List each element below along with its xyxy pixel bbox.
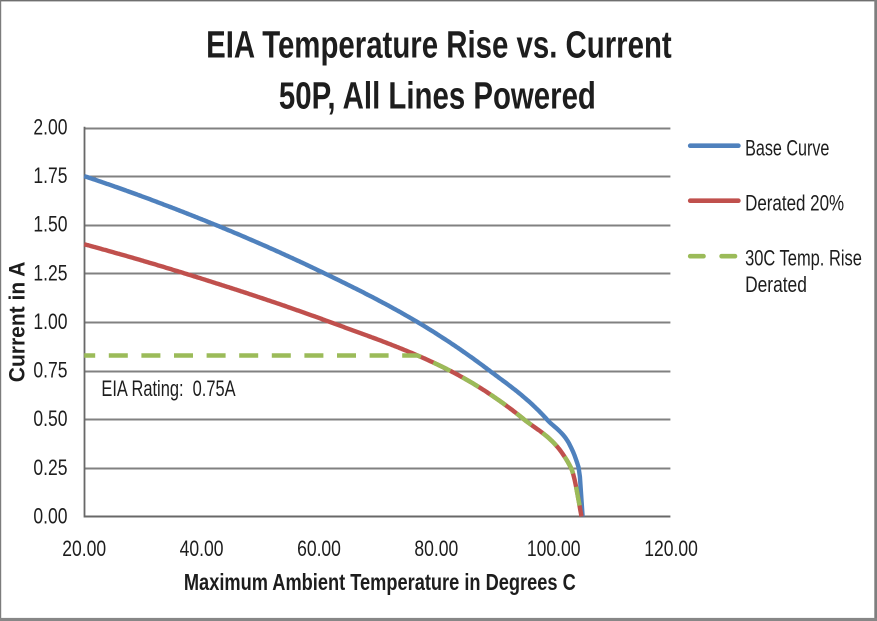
svg-text:50P, All Lines Powered: 50P, All Lines Powered — [279, 75, 596, 117]
svg-text:120.00: 120.00 — [644, 537, 698, 561]
svg-text:30C Temp. Rise: 30C Temp. Rise — [745, 246, 862, 271]
svg-text:1.00: 1.00 — [33, 310, 67, 334]
svg-text:1.50: 1.50 — [33, 213, 67, 237]
svg-text:40.00: 40.00 — [180, 537, 224, 561]
svg-text:Current in A: Current in A — [5, 262, 30, 383]
svg-text:Maximum Ambient Temperature in: Maximum Ambient Temperature in Degrees C — [184, 570, 576, 595]
svg-text:Base Curve: Base Curve — [745, 137, 829, 161]
svg-text:2.00: 2.00 — [33, 116, 67, 140]
svg-text:EIA Temperature Rise vs. Curre: EIA Temperature Rise vs. Current — [206, 24, 672, 66]
svg-text:1.75: 1.75 — [33, 164, 67, 188]
svg-text:0.50: 0.50 — [33, 407, 67, 431]
svg-text:100.00: 100.00 — [527, 537, 581, 561]
svg-text:Derated 20%: Derated 20% — [745, 191, 844, 216]
svg-text:0.75: 0.75 — [33, 359, 67, 383]
svg-text:0.25: 0.25 — [33, 456, 67, 480]
svg-text:Derated: Derated — [745, 273, 807, 297]
svg-text:20.00: 20.00 — [62, 537, 106, 561]
svg-text:1.25: 1.25 — [33, 262, 67, 286]
svg-text:60.00: 60.00 — [297, 537, 341, 561]
svg-text:0.00: 0.00 — [33, 505, 67, 529]
svg-text:80.00: 80.00 — [414, 537, 458, 561]
svg-text:EIA Rating: 0.75A: EIA Rating: 0.75A — [101, 377, 235, 402]
